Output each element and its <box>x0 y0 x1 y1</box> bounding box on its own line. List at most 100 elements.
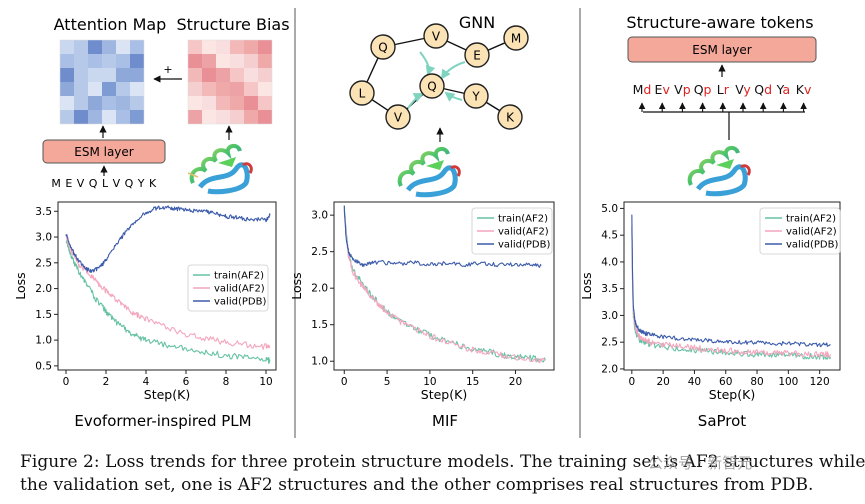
attention-cell <box>102 82 116 96</box>
attention-cell <box>116 54 130 68</box>
x-tick-label: 0 <box>628 376 635 388</box>
chart-saprot: 0 20 40 60 80 100 120 2.0 2.5 3.0 3.5 4.0 4.5 5.0 Step… <box>579 201 841 402</box>
figure: Attention Map Structure Bias + ESM layer… <box>13 8 841 438</box>
y-tick-label: 3.0 <box>311 210 328 222</box>
x-tick-label: 120 <box>810 376 830 388</box>
gnn-node <box>423 23 449 49</box>
y-tick-label: 2.5 <box>35 257 52 269</box>
bias-cell <box>244 82 258 96</box>
structure-token: Vp <box>674 82 691 97</box>
x-axis-label: Step(K) <box>709 387 755 402</box>
legend-label: valid(PDB) <box>786 240 838 251</box>
attention-cell <box>74 68 88 82</box>
attention-cell <box>116 68 130 82</box>
bias-cell <box>188 82 202 96</box>
attention-map-title: Attention Map <box>54 15 167 34</box>
attention-cell <box>116 40 130 54</box>
x-tick-label: 60 <box>719 376 732 388</box>
attention-cell <box>116 82 130 96</box>
y-tick-label: 3.0 <box>35 232 52 244</box>
x-tick-label: 4 <box>143 376 150 388</box>
attention-cell <box>60 96 74 110</box>
y-axis-label: Loss <box>13 272 28 299</box>
plot-frame <box>333 201 555 371</box>
legend <box>471 207 553 255</box>
gnn-node-label: Q <box>427 80 436 94</box>
y-tick-label: 3.0 <box>601 310 618 322</box>
legend <box>187 264 269 312</box>
bias-cell <box>202 82 216 96</box>
gnn-node-label: L <box>359 87 366 101</box>
attention-cell <box>60 54 74 68</box>
attention-cell <box>88 54 102 68</box>
x-tick-label: 6 <box>183 376 190 388</box>
y-tick-label: 5.0 <box>601 203 618 215</box>
attention-map-grid <box>59 39 145 125</box>
attention-cell <box>88 40 102 54</box>
bias-cell <box>202 96 216 110</box>
bias-cell <box>244 68 258 82</box>
series-line-train(AF2) <box>65 239 271 364</box>
attention-cell <box>130 40 144 54</box>
x-tick-label: 5 <box>384 376 391 388</box>
panel-1-diagram: Attention Map Structure Bias + ESM layer… <box>42 15 290 195</box>
legend-label: train(AF2) <box>786 214 836 225</box>
x-tick-label: 80 <box>750 376 763 388</box>
attention-cell <box>74 40 88 54</box>
attention-cell <box>102 40 116 54</box>
structure-token: Lr <box>717 82 730 97</box>
x-tick-label: 40 <box>688 376 701 388</box>
bias-cell <box>258 110 272 124</box>
series-line-valid(AF2) <box>343 210 546 364</box>
bias-cell <box>202 40 216 54</box>
token-row: Md Ev Vp Qp Lr Vy Qd Ya Kv <box>633 82 812 112</box>
chart-mif: 0 5 10 15 20 1.0 1.5 2.0 2.5 3.0 Step(K) Loss train(… <box>289 201 555 402</box>
x-tick-label: 0 <box>63 376 70 388</box>
series-line-valid(AF2) <box>631 225 832 359</box>
structure-token: Ya <box>776 82 791 97</box>
gnn-node-label: V <box>432 30 441 44</box>
attention-cell <box>60 68 74 82</box>
bias-cell <box>244 40 258 54</box>
bias-cell <box>216 96 230 110</box>
panel-label-saprot: SaProt <box>698 412 747 430</box>
bias-cell <box>258 82 272 96</box>
x-tick-label: 15 <box>466 376 479 388</box>
protein-structure-icon <box>187 144 253 195</box>
structure-bias-grid <box>187 39 273 125</box>
attention-cell <box>102 96 116 110</box>
bias-cell <box>244 54 258 68</box>
chart-evoformer: 0 2 4 6 8 10 0.5 1.0 1.5 2.0 2.5 3.0 3.5 Step(K) Loss t… <box>13 201 277 402</box>
x-axis-label: Step(K) <box>144 387 190 402</box>
attention-cell <box>88 110 102 124</box>
y-tick-label: 1.5 <box>35 309 52 321</box>
esm-layer-box-2 <box>627 36 817 63</box>
y-axis-label: Loss <box>289 272 304 299</box>
sequence-text: M E V Q L V Q Y K <box>51 177 157 190</box>
gnn-node-label: K <box>506 111 515 125</box>
attention-cell <box>74 96 88 110</box>
bias-cell <box>230 82 244 96</box>
plot-frame <box>623 201 841 371</box>
protein-structure-icon-3 <box>687 146 751 197</box>
panel-label-evoformer: Evoformer-inspired PLM <box>74 412 251 430</box>
attention-cell <box>116 110 130 124</box>
bias-cell <box>202 54 216 68</box>
watermark: 公众号 · 新智元 <box>648 454 753 472</box>
structure-token: Md <box>633 82 652 97</box>
attention-cell <box>130 110 144 124</box>
panel-3-diagram: Structure-aware tokens ESM layer Md Ev Vp Q… <box>626 13 817 197</box>
x-tick-label: 20 <box>656 376 669 388</box>
protein-structure-icon-2 <box>397 147 461 198</box>
esm-layer-box <box>42 139 166 164</box>
gnn-node <box>463 83 489 109</box>
plus-sign: + <box>163 63 172 76</box>
attention-cell <box>102 68 116 82</box>
bias-cell <box>230 96 244 110</box>
gnn-node <box>464 42 490 68</box>
y-tick-label: 1.5 <box>311 319 328 331</box>
attention-cell <box>88 68 102 82</box>
y-tick-label: 2.5 <box>311 246 328 258</box>
bias-cell <box>188 40 202 54</box>
bias-cell <box>216 54 230 68</box>
